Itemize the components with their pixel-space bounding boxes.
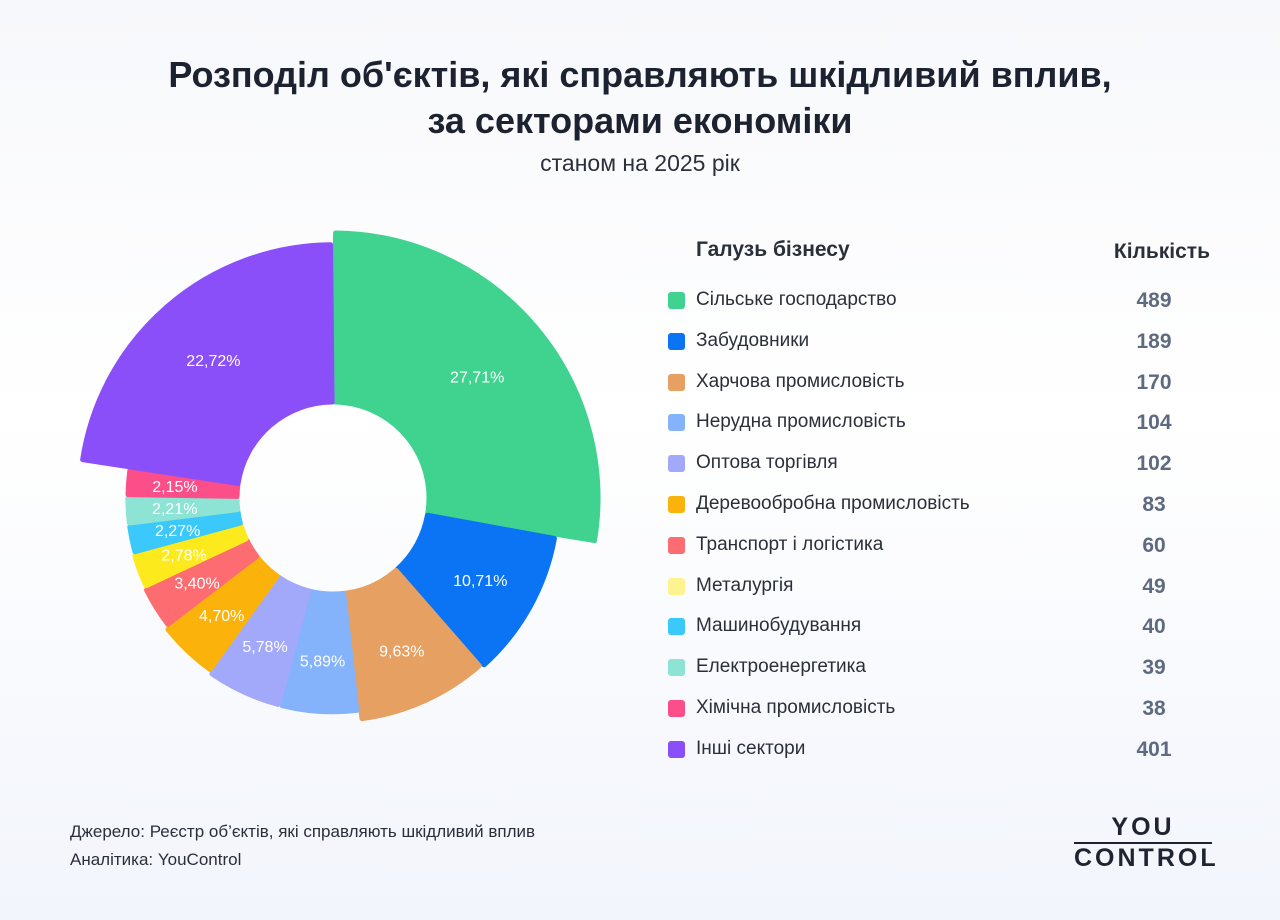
legend-count: 60 (1142, 533, 1166, 557)
legend-rows: Сільське господарство 489 Забудовники 189 Ха… (666, 282, 1226, 772)
slice-percent-label: 2,21% (152, 501, 197, 518)
chart-title: Розподіл об'єктів, які справляють шкідли… (0, 52, 1280, 144)
legend-count: 189 (1136, 329, 1172, 353)
chart-subtitle: станом на 2025 рік (540, 150, 740, 176)
legend-label: Інші сектори (696, 737, 806, 759)
legend-item: Харчова промисловість 170 (666, 364, 1226, 405)
legend-item: Транспорт і логістика 60 (666, 527, 1226, 568)
legend-count: 170 (1136, 370, 1172, 394)
legend-item: Оптова торгівля 102 (666, 445, 1226, 486)
legend-item: Забудовники 189 (666, 323, 1226, 364)
logo-divider (1074, 842, 1212, 844)
legend-swatch (668, 659, 685, 677)
legend-item: Нерудна промисловість 104 (666, 404, 1226, 445)
legend-label: Металургія (696, 574, 794, 596)
legend-label: Деревообробна промисловість (696, 492, 970, 514)
source-note: Джерело: Реєстр об’єктів, які справляють… (70, 822, 536, 841)
chart-title-line-2: за секторами економіки (427, 100, 853, 141)
donut-slice (343, 567, 482, 722)
legend-count: 49 (1142, 574, 1166, 598)
legend-swatch (668, 332, 685, 350)
slice-percent-label: 5,78% (242, 639, 287, 656)
legend-count: 104 (1136, 411, 1172, 435)
legend-count: 83 (1142, 492, 1166, 516)
legend-label: Хімічна промисловість (696, 696, 896, 718)
legend-item: Електроенергетика 39 (666, 649, 1226, 690)
legend-count: 38 (1142, 696, 1166, 720)
legend-item: Машинобудування 40 (666, 608, 1226, 649)
legend-label: Забудовники (696, 329, 810, 351)
legend-swatch (668, 495, 685, 513)
logo-line-1: YOU (1111, 813, 1175, 841)
legend-label: Машинобудування (696, 615, 862, 637)
legend-label: Нерудна промисловість (696, 411, 906, 433)
analytics-note: Аналітика: YouControl (70, 850, 242, 869)
slice-percent-label: 27,71% (450, 370, 504, 387)
legend-count: 102 (1136, 452, 1172, 476)
legend-count: 489 (1136, 289, 1172, 312)
donut-slice (331, 230, 601, 544)
legend: Галузь бізнесу Кількість Сільське господ… (666, 232, 1226, 772)
legend-header: Галузь бізнесу Кількість (666, 232, 1226, 282)
legend-item: Металургія 49 (666, 568, 1226, 609)
footer: Джерело: Реєстр об’єктів, які справляють… (70, 818, 535, 874)
legend-count: 39 (1142, 656, 1166, 680)
legend-count: 40 (1142, 615, 1166, 639)
legend-swatch (668, 577, 685, 595)
slice-percent-label: 9,63% (379, 643, 424, 660)
legend-item: Хімічна промисловість 38 (666, 690, 1226, 731)
legend-swatch (668, 292, 685, 309)
legend-count: 401 (1136, 737, 1172, 761)
legend-swatch (668, 618, 685, 636)
logo-line-2: CONTROL (1074, 844, 1219, 872)
slice-percent-label: 3,40% (174, 575, 219, 592)
legend-header-category: Галузь бізнесу (696, 238, 850, 261)
legend-header-count: Кількість (1113, 240, 1210, 263)
legend-label: Харчова промисловість (696, 370, 905, 392)
slice-percent-label: 10,71% (453, 573, 507, 590)
legend-swatch (668, 373, 685, 391)
donut-slice (80, 242, 335, 486)
chart-title-line-1: Розподіл об'єктів, які справляють шкідли… (168, 54, 1112, 95)
slice-percent-label: 2,78% (161, 547, 206, 564)
legend-item: Деревообробна промисловість 83 (666, 486, 1226, 527)
legend-swatch (668, 740, 685, 758)
slice-percent-label: 5,89% (300, 654, 345, 671)
legend-swatch (668, 414, 685, 432)
legend-label: Електроенергетика (696, 656, 866, 678)
legend-item: Інші сектори 401 (666, 731, 1226, 772)
slice-percent-label: 2,27% (155, 523, 200, 540)
donut-slice (394, 512, 557, 668)
legend-label: Сільське господарство (696, 289, 897, 310)
slice-percent-label: 22,72% (186, 353, 240, 370)
legend-label: Транспорт і логістика (696, 533, 884, 555)
legend-swatch (668, 536, 685, 554)
legend-item: Сільське господарство 489 (666, 282, 1226, 323)
donut-chart: 27,71% 10,71% 9,63% 5,89% 5,78% 4,70% 3,40% 2,7… (80, 230, 601, 722)
donut-slice (279, 588, 360, 715)
slice-percent-label: 4,70% (199, 608, 244, 625)
legend-swatch (668, 699, 685, 717)
legend-swatch (668, 455, 685, 473)
legend-label: Оптова торгівля (696, 452, 838, 474)
youcontrol-logo: YOU CONTROL (1074, 813, 1219, 872)
slice-percent-label: 2,15% (152, 479, 197, 496)
donut-slice (165, 555, 280, 672)
donut-slice (209, 574, 311, 707)
